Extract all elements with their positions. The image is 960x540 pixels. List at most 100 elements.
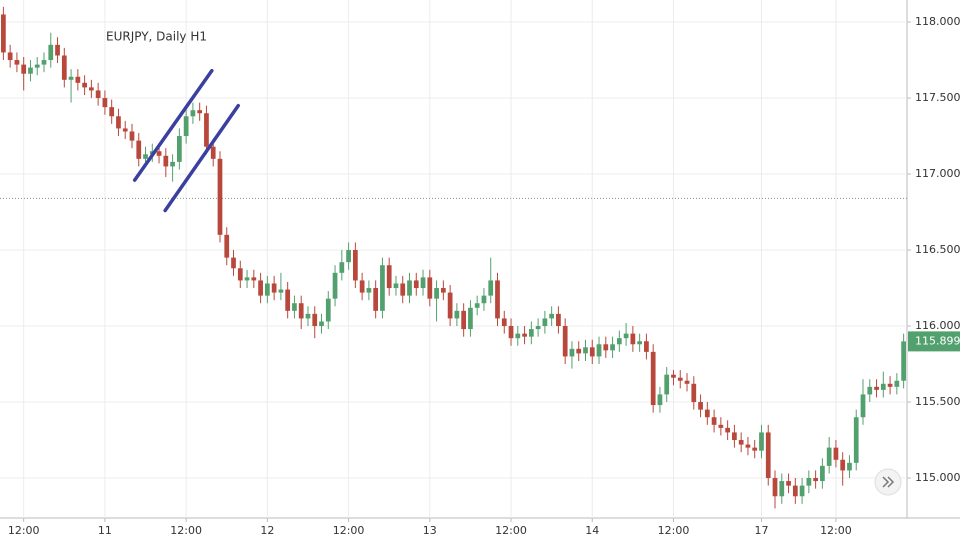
candle-body xyxy=(346,250,351,263)
candle-body xyxy=(887,383,893,387)
candle-body xyxy=(48,44,54,61)
candle-body xyxy=(156,151,162,156)
y-tick-label: 117.5000 xyxy=(915,91,960,104)
candle-body xyxy=(434,288,439,299)
candle-body xyxy=(745,444,751,448)
candle-body xyxy=(474,303,480,308)
candle-body xyxy=(698,402,703,410)
candle-body xyxy=(400,283,406,296)
candle-body xyxy=(765,432,771,479)
scroll-button-icon[interactable] xyxy=(882,476,895,488)
candle-body xyxy=(285,289,291,311)
candle-body xyxy=(671,374,676,378)
candle-body xyxy=(454,310,460,319)
candle-body xyxy=(542,318,548,327)
candle-body xyxy=(637,341,643,345)
candle-body xyxy=(237,268,243,281)
candle-body xyxy=(21,64,27,74)
candle-body xyxy=(271,283,277,293)
candle-body xyxy=(352,250,358,281)
candle-body xyxy=(610,344,615,351)
candle-body xyxy=(535,326,541,330)
scroll-button[interactable] xyxy=(874,468,902,496)
candle-body xyxy=(447,292,453,319)
candle-body xyxy=(684,380,690,384)
candle-body xyxy=(583,347,588,354)
candle-body xyxy=(644,341,649,352)
x-tick-label: 17 xyxy=(754,524,768,537)
candle-body xyxy=(623,333,629,339)
candle-body xyxy=(732,432,737,441)
candle-body xyxy=(847,462,852,471)
candle-body xyxy=(332,272,338,299)
candle-body xyxy=(386,265,392,289)
candle-body xyxy=(711,417,717,425)
candle-body xyxy=(359,280,365,293)
candle-body xyxy=(901,341,906,381)
candle-body xyxy=(14,60,20,65)
candle-body xyxy=(244,277,250,281)
candle-body xyxy=(407,280,412,296)
y-tick-label: 118.0000 xyxy=(915,15,960,28)
candle-body xyxy=(75,76,81,83)
candle-body xyxy=(725,427,730,433)
candle-body xyxy=(264,283,270,296)
candle-body xyxy=(691,383,697,403)
candle-body xyxy=(515,333,521,339)
candle-body xyxy=(68,76,74,80)
candle-body xyxy=(880,383,886,390)
candle-body xyxy=(562,326,568,357)
candle-body xyxy=(170,161,175,167)
last-price-label: 115.8990 xyxy=(915,334,960,347)
candle-body xyxy=(143,154,148,159)
x-tick-label: 13 xyxy=(423,524,437,537)
candle-body xyxy=(806,478,812,486)
x-tick-label: 12:00 xyxy=(333,524,365,537)
x-tick-label: 14 xyxy=(585,524,599,537)
candle-body xyxy=(190,110,196,117)
candle-body xyxy=(224,234,230,258)
candle-body xyxy=(481,295,487,304)
candle-body xyxy=(860,394,866,418)
candle-body xyxy=(231,257,236,269)
candle-body xyxy=(603,344,609,351)
candle-body xyxy=(109,107,115,117)
candle-body xyxy=(549,313,555,319)
candle-body xyxy=(278,289,284,293)
candle-body xyxy=(1,14,6,53)
candle-body xyxy=(440,288,446,293)
candle-body xyxy=(508,326,514,339)
candle-body xyxy=(325,298,331,322)
candle-body xyxy=(95,90,101,99)
candle-body xyxy=(122,128,128,132)
y-tick-label: 117.0000 xyxy=(915,167,960,180)
candle-body xyxy=(677,377,683,381)
candle-body xyxy=(813,478,818,482)
candle-body xyxy=(528,329,534,337)
candle-body xyxy=(339,262,345,273)
trend-line xyxy=(132,68,214,182)
candle-body xyxy=(826,447,832,466)
candle-body xyxy=(738,440,744,445)
candle-body xyxy=(576,348,582,354)
candle-body xyxy=(116,116,121,129)
trend-line xyxy=(163,103,241,213)
candle-body xyxy=(28,67,33,74)
candle-body xyxy=(833,447,839,460)
x-tick-label: 11 xyxy=(98,524,112,537)
candle-body xyxy=(251,277,257,281)
candle-body xyxy=(664,374,670,395)
candle-body xyxy=(55,44,60,56)
candle-body xyxy=(853,417,859,463)
candle-body xyxy=(461,310,467,330)
x-tick-label: 12:00 xyxy=(170,524,202,537)
candle-body xyxy=(772,478,778,497)
x-tick-label: 12 xyxy=(260,524,274,537)
candle-body xyxy=(41,60,47,65)
candle-body xyxy=(596,344,602,357)
candle-body xyxy=(298,303,304,319)
candle-body xyxy=(373,288,379,311)
candle-body xyxy=(380,265,385,311)
